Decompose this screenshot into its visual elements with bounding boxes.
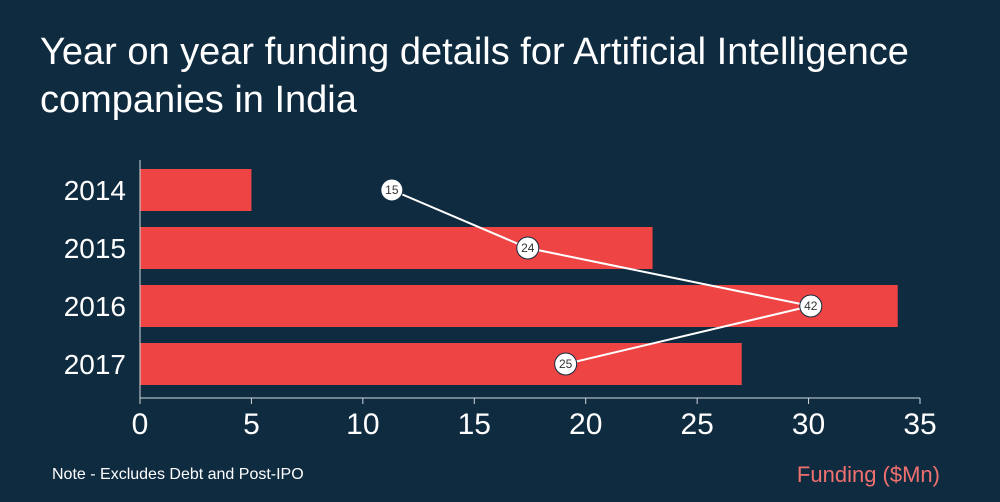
x-tick-label: 5: [243, 408, 260, 441]
x-tick-label: 30: [792, 408, 825, 441]
line-marker-label: 15: [385, 183, 399, 197]
bar-2014: [140, 169, 252, 211]
line-marker-label: 25: [559, 357, 573, 371]
overlay-line: [391, 189, 812, 365]
x-tick-label: 25: [680, 408, 713, 441]
overlay-line-layer: 15 24 42 25: [380, 178, 823, 376]
line-marker-2014: [380, 178, 404, 202]
x-axis-label: Funding ($Mn): [796, 462, 940, 487]
chart-title: Year on year funding details for Artific…: [40, 31, 909, 121]
x-tick-label: 20: [569, 408, 602, 441]
line-marker-2017: [554, 352, 578, 376]
x-tick-label: 15: [458, 408, 491, 441]
bar-2015: [140, 227, 653, 269]
bar-2017: [140, 343, 742, 385]
category-label-2015: 2015: [64, 233, 126, 264]
category-label-2014: 2014: [64, 175, 126, 206]
x-tick-label: 10: [346, 408, 379, 441]
footnote: Note - Excludes Debt and Post-IPO: [52, 466, 304, 483]
category-label-2016: 2016: [64, 291, 126, 322]
x-tick-label: 35: [903, 408, 936, 441]
bar-2016: [140, 285, 898, 327]
category-label-2017: 2017: [64, 349, 126, 380]
line-marker-2015: [516, 236, 540, 260]
x-tick-label: 0: [132, 408, 149, 441]
line-marker-label: 24: [521, 241, 535, 255]
line-marker-2016: [799, 294, 823, 318]
line-marker-label: 42: [804, 299, 818, 313]
bars-layer: [140, 169, 898, 385]
